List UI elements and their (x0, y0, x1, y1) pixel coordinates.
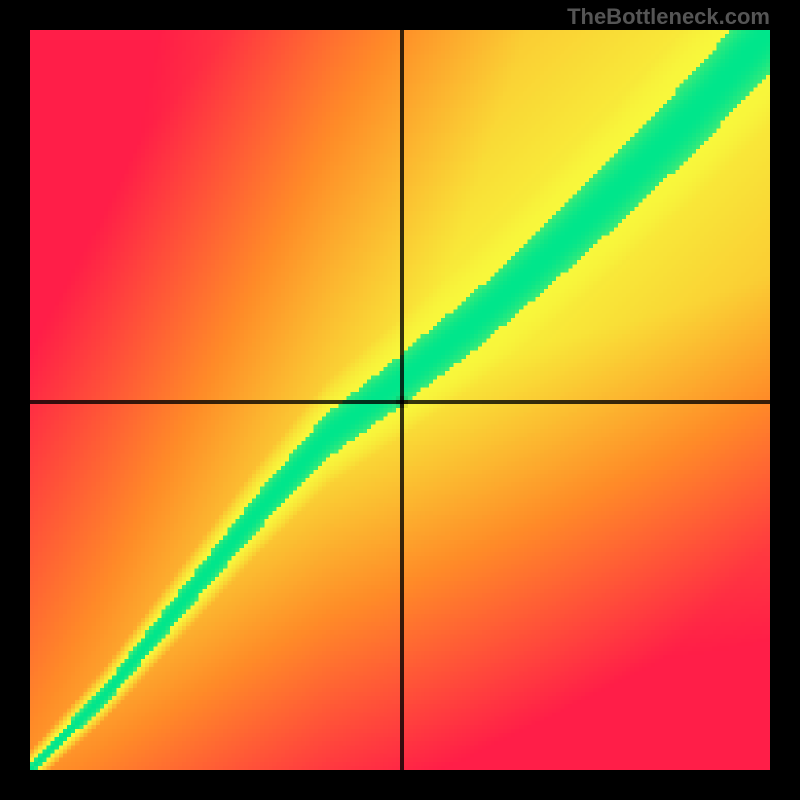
bottleneck-heatmap (30, 30, 770, 770)
watermark-text: TheBottleneck.com (567, 4, 770, 30)
chart-container: TheBottleneck.com (0, 0, 800, 800)
